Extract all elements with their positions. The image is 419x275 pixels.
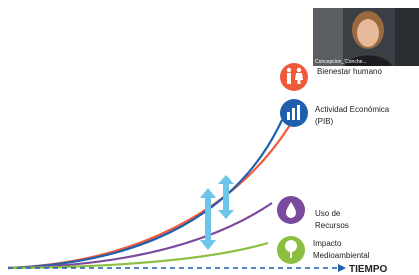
node-label: (PIB) bbox=[315, 117, 334, 126]
node-label: Actividad Económica bbox=[315, 105, 390, 114]
video-tile: Concepcion_'Conche... bbox=[313, 8, 419, 66]
axis-label: TIEMPO bbox=[349, 264, 388, 275]
node-label: Impacto bbox=[313, 239, 342, 248]
slide: TIEMPO Bienestar humano Actividad Económ… bbox=[0, 0, 419, 275]
node-label: Uso de bbox=[315, 209, 341, 218]
node-label: Bienestar humano bbox=[317, 67, 382, 76]
icon-wellbeing bbox=[280, 63, 308, 91]
video-caption: Concepcion_'Conche... bbox=[315, 59, 367, 65]
node-label: Recursos bbox=[315, 221, 349, 230]
node-label: Medioambiental bbox=[313, 251, 370, 260]
